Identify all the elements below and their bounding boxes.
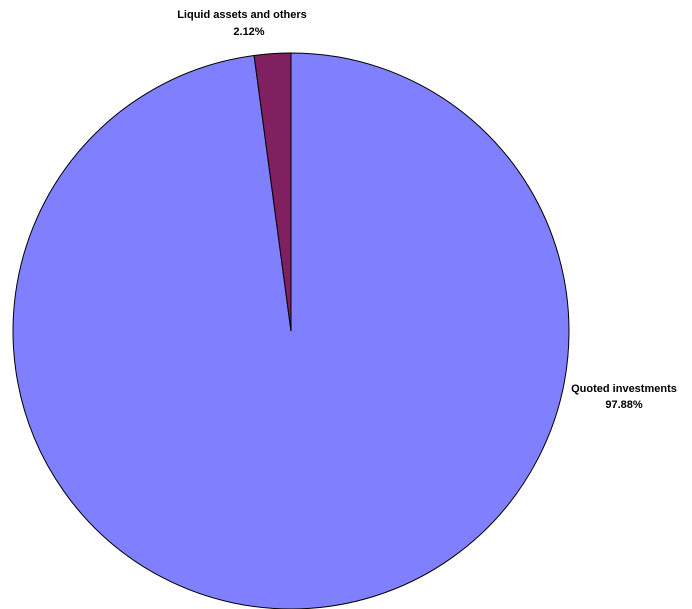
- pie-slice-liquid-assets-and-others: [253, 52, 292, 332]
- slices-layer: [12, 52, 570, 609]
- slice-label-name-quoted-investments: Quoted investments: [571, 383, 677, 395]
- slice-label-value-quoted-investments: 97.88%: [605, 399, 643, 411]
- labels-layer: Quoted investments 97.88% Liquid assets …: [177, 9, 677, 411]
- slice-label-value-liquid-assets: 2.12%: [233, 26, 264, 38]
- slice-label-name-liquid-assets: Liquid assets and others: [177, 9, 307, 21]
